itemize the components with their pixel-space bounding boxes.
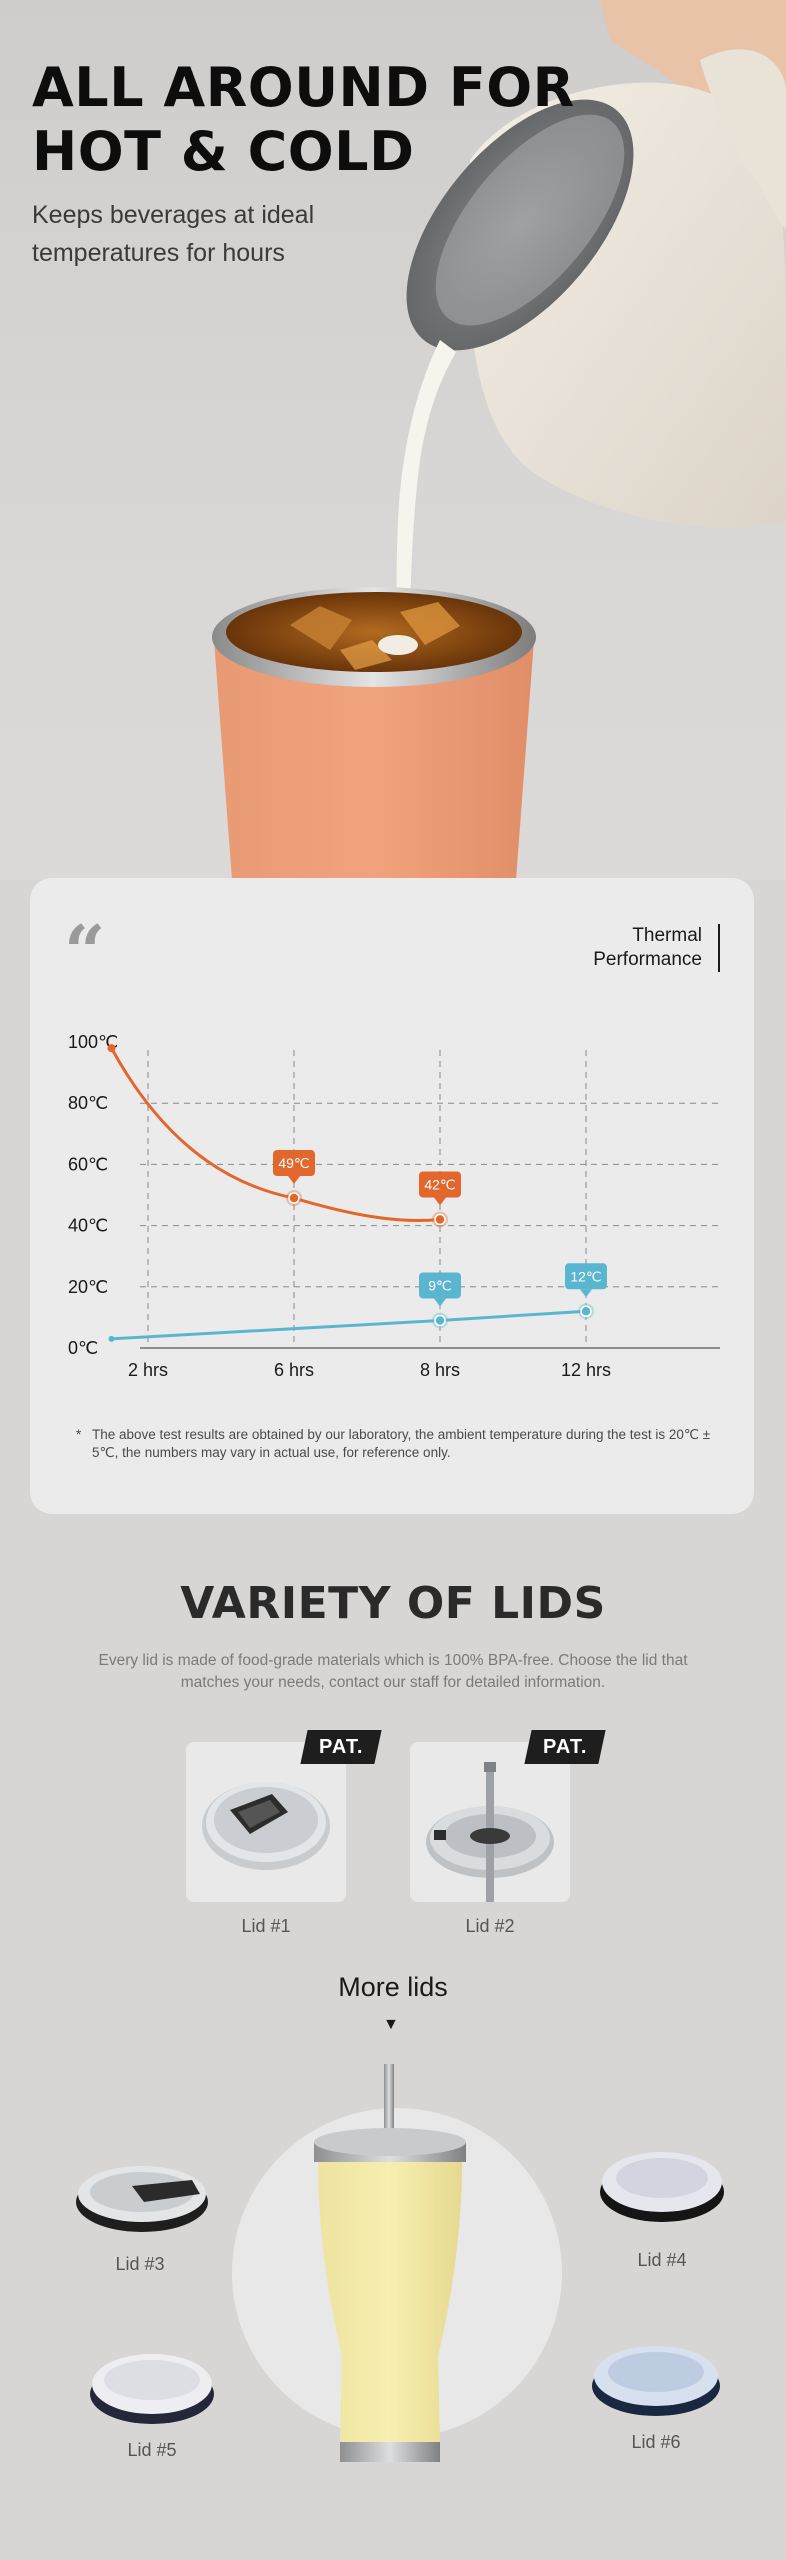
lid-5-label: Lid #5 [127, 2440, 177, 2460]
lid-6-label: Lid #6 [631, 2432, 681, 2452]
lid-6-image [592, 2346, 720, 2416]
lid-card-1[interactable] [186, 1742, 346, 1902]
data-label-pointer [434, 1197, 446, 1206]
data-label-bubble [419, 1272, 461, 1299]
lid-1-image [202, 1782, 330, 1870]
patent-badge-1-text: PAT. [318, 1736, 364, 1758]
data-label-text: 42℃ [424, 1176, 455, 1192]
lid-1-label: Lid #1 [241, 1916, 291, 1936]
y-tick-label: 40℃ [68, 1216, 108, 1236]
data-label-bubble [273, 1150, 315, 1177]
series-line [110, 1047, 441, 1223]
hero-title-line2: HOT & COLD [32, 120, 415, 183]
lid-card-2[interactable] [410, 1742, 570, 1902]
lid-2-label: Lid #2 [465, 1916, 515, 1936]
lid-4-image [600, 2152, 724, 2222]
lids-section-title: VARIETY OF LIDS [180, 1578, 606, 1629]
y-tick-label: 20℃ [68, 1277, 108, 1297]
hero-subtitle: Keeps beverages at ideal temperatures fo… [32, 201, 315, 267]
data-label-text: 9℃ [428, 1277, 452, 1293]
yellow-tumbler-image [314, 2064, 466, 2462]
lid-3-label: Lid #3 [115, 2254, 165, 2274]
lids-description: Every lid is made of food-grade material… [98, 1652, 688, 1691]
hero-title-line1: ALL AROUND FOR [32, 56, 575, 119]
footnote-text: The above test results are obtained by o… [92, 1427, 711, 1460]
chart-footnote: * The above test results are obtained by… [76, 1426, 726, 1462]
footnote-star: * [76, 1427, 82, 1442]
y-tick-label: 80℃ [68, 1093, 108, 1113]
x-tick-label: 8 hrs [420, 1360, 460, 1380]
y-tick-label: 100℃ [68, 1032, 118, 1052]
x-tick-label: 6 hrs [274, 1360, 314, 1380]
quote-mark-icon: “ [64, 909, 106, 994]
chart-title-line2: Performance [593, 949, 702, 970]
data-label-text: 49℃ [278, 1155, 309, 1171]
patent-badge-2-text: PAT. [542, 1736, 588, 1758]
chart-title: Thermal Performance [593, 924, 720, 972]
patent-badge-2: PAT. [524, 1730, 606, 1764]
lid-4-label: Lid #4 [637, 2250, 687, 2270]
y-tick-label: 60℃ [68, 1154, 108, 1174]
chart-title-line1: Thermal [632, 925, 702, 946]
hero-title: ALL AROUND FOR HOT & COLD [32, 56, 575, 184]
data-point [288, 1192, 300, 1204]
data-label-pointer [288, 1176, 300, 1185]
data-point [434, 1213, 446, 1226]
down-arrow-icon: ▼ [383, 2016, 399, 2033]
data-point [580, 1305, 592, 1318]
thermal-chart: 0℃ 20℃ 40℃ 60℃ 80℃ 100℃ 2 hrs 6 hrs 8 hrs 12 hrs 4… [68, 1032, 720, 1380]
data-label-bubble [565, 1263, 607, 1290]
data-point [434, 1314, 446, 1327]
patent-badge-1: PAT. [300, 1730, 382, 1764]
lid-3-image [76, 2166, 208, 2232]
series-line [111, 1309, 587, 1341]
data-label-text: 12℃ [570, 1268, 601, 1284]
data-label-bubble [419, 1171, 461, 1198]
more-lids-heading: More lids [338, 1972, 448, 2002]
y-tick-label: 0℃ [68, 1338, 98, 1358]
x-tick-label: 12 hrs [561, 1360, 611, 1380]
thermal-performance-card: “ Thermal Performance 0℃ 20℃ 40℃ 60℃ 80℃ 100℃… [30, 878, 754, 1514]
data-label-pointer [580, 1289, 592, 1298]
data-label-pointer [434, 1298, 446, 1307]
milk-pitcher-image [212, 0, 786, 880]
lid-5-image [90, 2354, 214, 2424]
x-tick-label: 2 hrs [128, 1360, 168, 1380]
hero-section: ALL AROUND FOR HOT & COLD Keeps beverage… [0, 0, 786, 880]
lid-2-image [426, 1762, 554, 1902]
